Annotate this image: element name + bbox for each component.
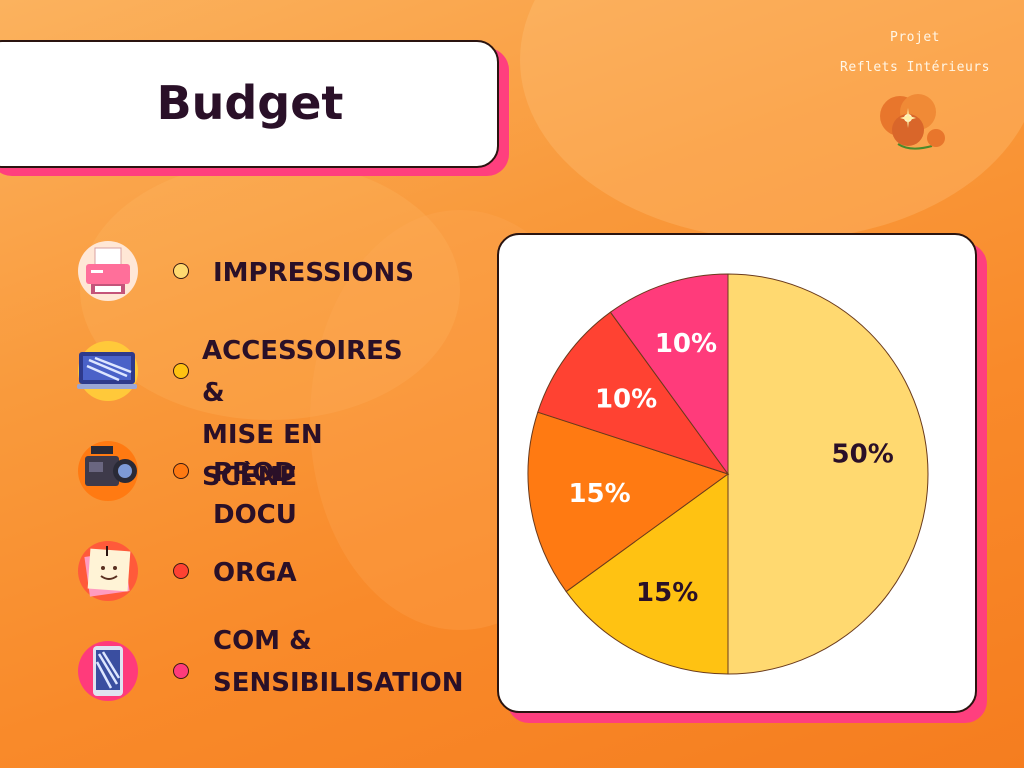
pie-slice-label: 10%: [655, 329, 717, 359]
pie-slice: [527, 411, 730, 593]
pie-slice: [609, 273, 729, 476]
legend-color-dot: [173, 363, 189, 379]
pie-slice: [537, 311, 730, 475]
legend-color-dot: [173, 563, 189, 579]
legend-label: PROD DOCU: [213, 458, 297, 530]
brand-line-1: Projet: [890, 30, 940, 45]
sticky-note-icon: [77, 540, 139, 602]
pie-slice-label: 10%: [595, 384, 657, 414]
pie-slice: [565, 473, 729, 675]
brand-block: Projet Reflets Intérieurs: [830, 26, 1000, 166]
pie-slice: [727, 273, 929, 675]
pie-chart: 50% 15% 15% 10% 10%: [527, 273, 929, 675]
page-title: Budget: [156, 76, 344, 130]
legend-label: ORGA: [213, 558, 297, 588]
laptop-icon: [77, 340, 139, 402]
legend-color-dot: [173, 263, 189, 279]
legend-color-dot: [173, 463, 189, 479]
brand-line-2: Reflets Intérieurs: [840, 60, 990, 75]
tablet-icon: [77, 640, 139, 702]
legend-label: ACCESSOIRES & MISE EN SCÈNE: [202, 336, 403, 492]
poppy-flower-icon: [880, 94, 945, 150]
video-camera-icon: [77, 440, 139, 502]
pie-slice-label: 50%: [832, 440, 894, 470]
title-card: [0, 40, 499, 168]
pie-slice-label: 15%: [568, 479, 630, 509]
pie-slice-label: 15%: [636, 578, 698, 608]
printer-icon: [77, 240, 139, 302]
legend-label: IMPRESSIONS: [213, 258, 414, 288]
legend-label: COM & SENSIBILISATION: [213, 626, 464, 698]
legend-color-dot: [173, 663, 189, 679]
chart-card: 50% 15% 15% 10% 10%: [497, 233, 977, 713]
